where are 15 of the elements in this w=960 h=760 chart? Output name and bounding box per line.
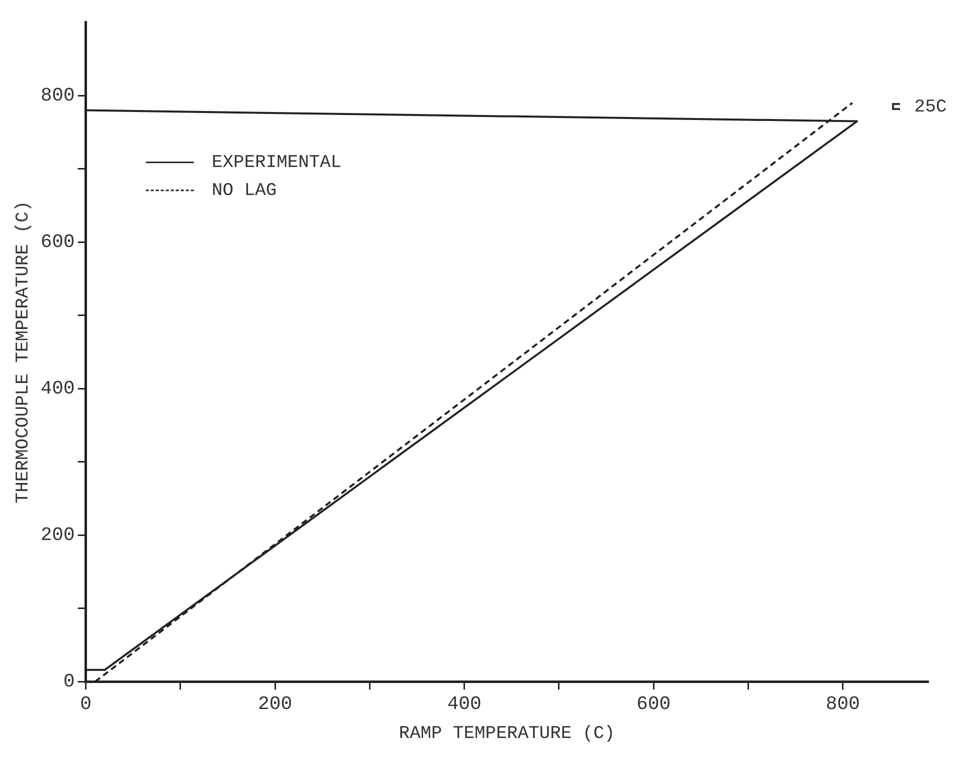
legend-label: EXPERIMENTAL: [212, 153, 342, 174]
x-tick-label: 800: [826, 693, 860, 716]
y-tick-label: 200: [40, 524, 75, 546]
y-tick-label: 400: [40, 378, 75, 400]
annotation: 25C: [914, 97, 947, 118]
y-axis-title: THERMOCOUPLE TEMPERATURE (C): [14, 200, 34, 504]
x-axis-title: RAMP TEMPERATURE (C): [398, 724, 615, 744]
y-tick-label: 600: [40, 231, 75, 254]
y-tick-label: 800: [40, 84, 75, 107]
x-tick-label: 0: [80, 693, 92, 716]
y-tick-label: 0: [63, 670, 75, 693]
x-tick-label: 600: [636, 693, 671, 716]
x-tick-label: 200: [258, 693, 292, 716]
x-tick-label: 400: [447, 693, 482, 716]
legend-label: NO LAG: [212, 181, 277, 202]
